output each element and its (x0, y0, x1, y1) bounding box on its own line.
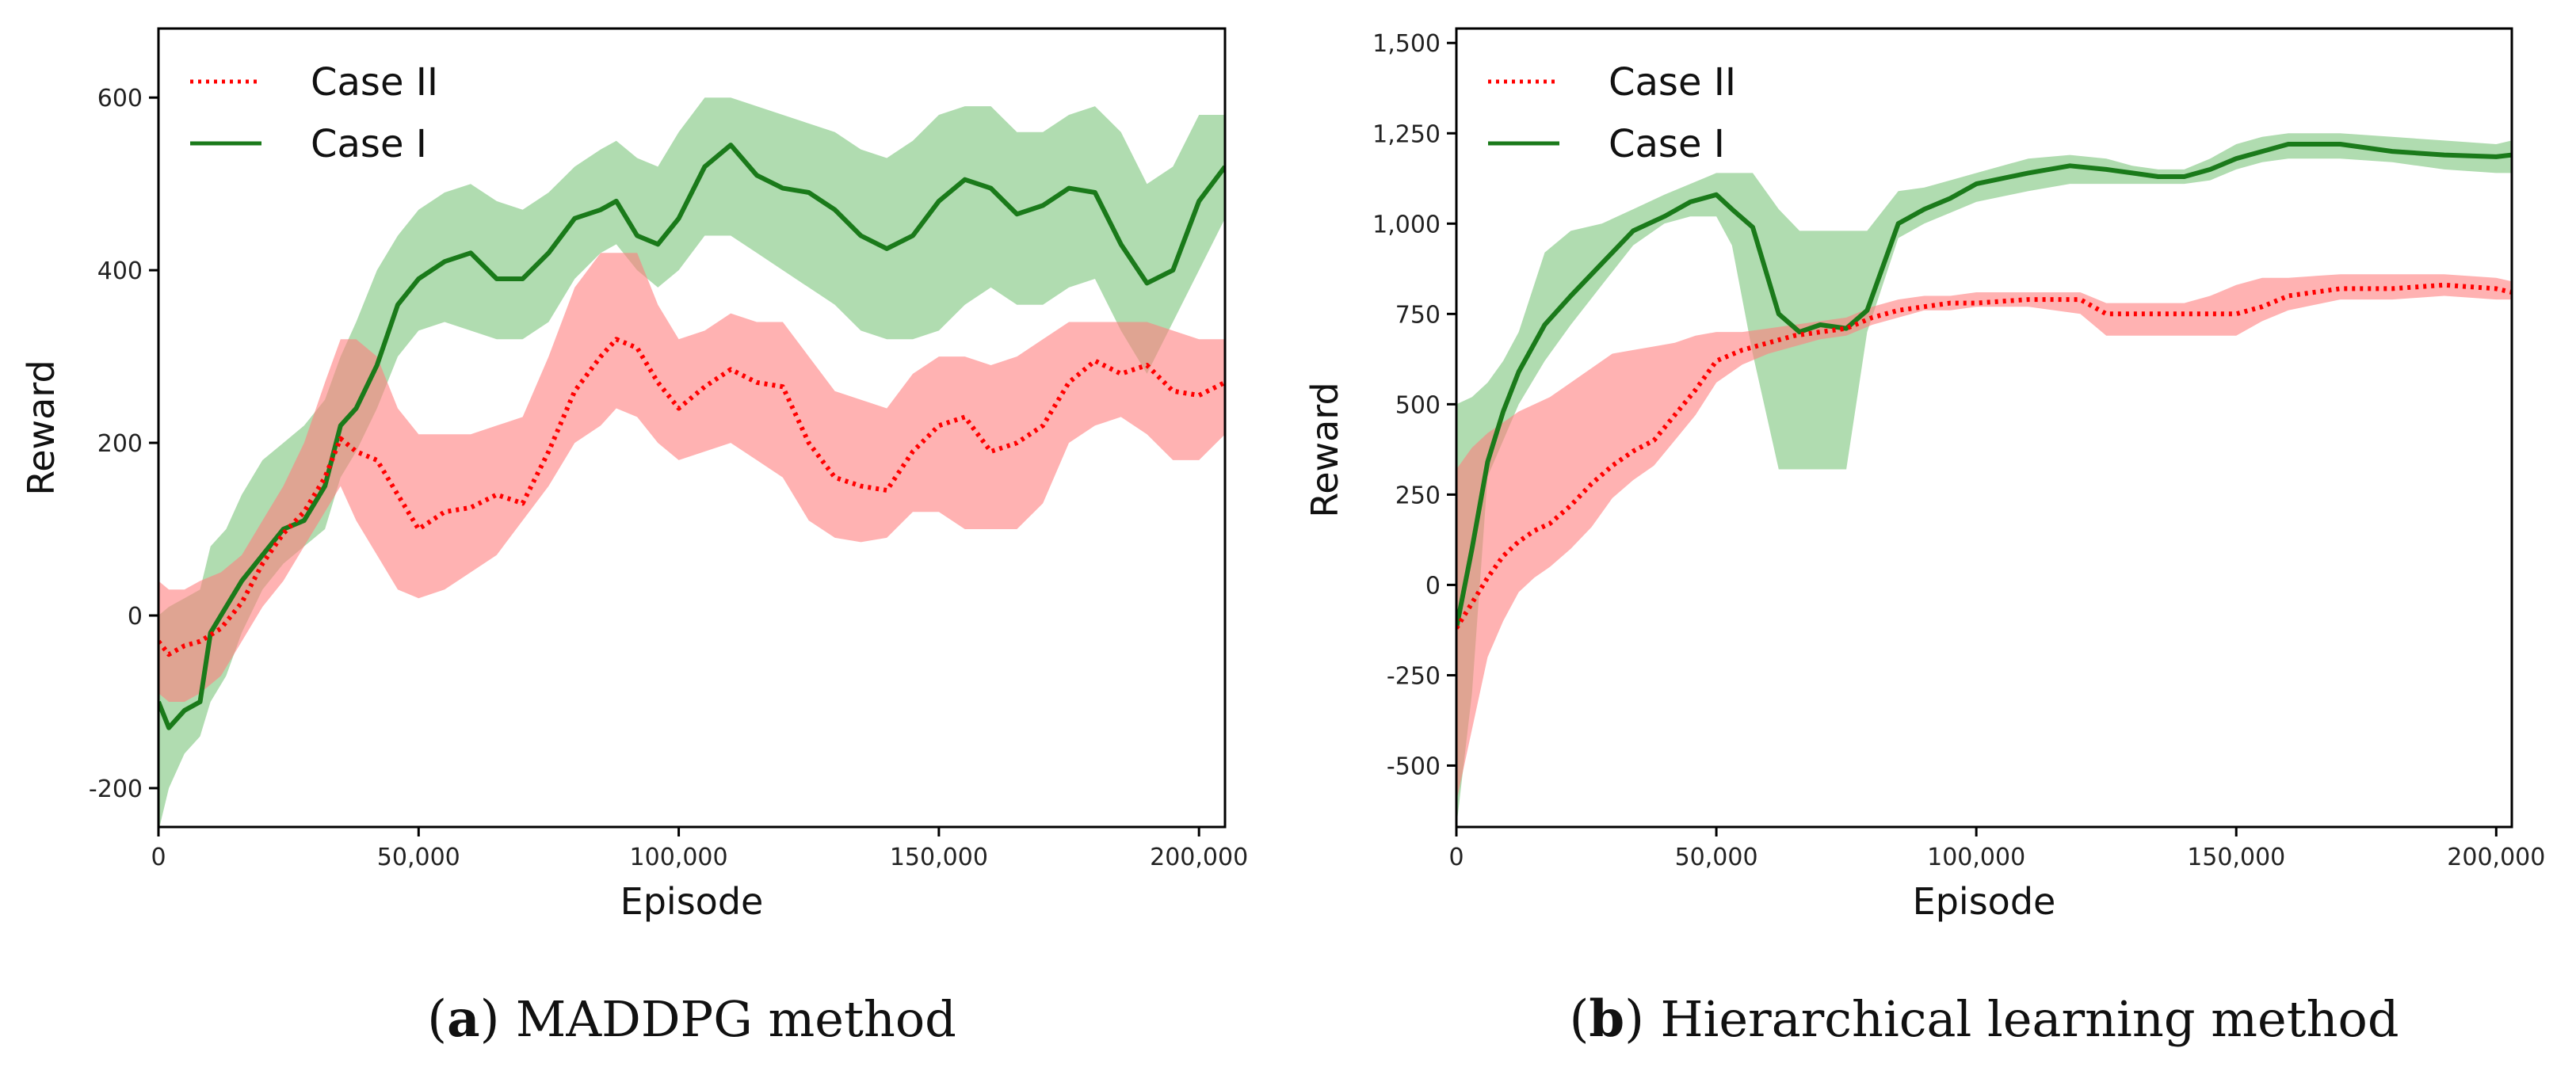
panel-a-bands (158, 97, 1225, 827)
panel-a-y-axis-label: Reward (20, 360, 63, 495)
panel-a-x-tick-label: 100,000 (630, 844, 728, 871)
panel-a-x-tick-label: 50,000 (377, 844, 460, 871)
panel-b-y-tick-label: 1,500 (1372, 30, 1441, 58)
panel-b-y-tick-label: 250 (1395, 482, 1441, 509)
panel-b-x-ticks: 0 50,000 100,000 150,000 200,000 (1448, 827, 2545, 871)
panel-b-x-tick-label: 100,000 (1927, 844, 2025, 871)
panel-a-caption: (a) MADDPG method (427, 989, 956, 1049)
svg-text:(a) MADDPG method: (a) MADDPG method (427, 989, 956, 1049)
panel-a-caption-text: MADDPG method (516, 990, 956, 1048)
panel-b-y-tick-label: 1,250 (1372, 120, 1441, 148)
panel-b-line-case2 (1456, 282, 2512, 630)
panel-b-bands (1456, 133, 2512, 827)
panel-b-y-tick-label: 750 (1395, 301, 1441, 329)
panel-a-lines (158, 143, 1225, 730)
panel-b-lines (1456, 142, 2512, 630)
panel-b-legend-case1-label: Case I (1609, 122, 1725, 166)
panel-a-y-tick-label: 0 (128, 603, 143, 631)
panel-a-legend-case2-label: Case II (311, 60, 438, 105)
panel-a-band-case1 (158, 97, 1225, 827)
panel-b-x-axis-label: Episode (1913, 880, 2056, 923)
panel-b: 0 50,000 100,000 150,000 200,000 -500 -250 0 25… (1303, 27, 2545, 1049)
svg-text:(b) Hierarchical learning meth: (b) Hierarchical learning method (1569, 989, 2399, 1049)
panel-a-y-tick-label: -200 (89, 775, 143, 803)
panel-b-x-tick-label: 200,000 (2447, 844, 2545, 871)
panel-a-x-tick-label: 150,000 (890, 844, 988, 871)
panel-a-y-tick-label: 200 (97, 430, 143, 458)
panel-b-caption-text: Hierarchical learning method (1660, 990, 2399, 1048)
panel-b-line-case1 (1456, 142, 2512, 629)
panel-a-x-tick-label: 0 (151, 844, 166, 871)
panel-b-legend: Case II Case I (1488, 60, 1736, 166)
panel-a: 0 50,000 100,000 150,000 200,000 -200 0 200 400… (20, 27, 1248, 1049)
panel-b-y-axis-label: Reward (1303, 382, 1346, 517)
panel-a-caption-open-paren: ( (427, 990, 447, 1049)
panel-b-y-tick-label: 500 (1395, 391, 1441, 419)
panel-b-x-tick-label: 50,000 (1675, 844, 1758, 871)
panel-a-y-ticks: -200 0 200 400 600 (89, 85, 158, 803)
panel-a-legend: Case II Case I (190, 60, 438, 166)
panel-b-x-tick-label: 0 (1448, 844, 1464, 871)
panel-b-caption-close-paren: ) (1624, 990, 1660, 1049)
panel-a-line-case1 (158, 143, 1225, 730)
panel-a-legend-case1-label: Case I (311, 122, 427, 166)
panel-b-y-tick-label: 0 (1425, 572, 1441, 600)
panel-a-x-axis-label: Episode (620, 880, 764, 923)
panel-b-y-ticks: -500 -250 0 250 500 750 1,000 1,250 1,500 (1372, 30, 1456, 780)
panel-b-y-tick-label: 1,000 (1372, 211, 1441, 238)
panel-b-plot-frame (1455, 27, 2513, 829)
panel-a-y-tick-label: 400 (97, 257, 143, 285)
panel-b-legend-case2-label: Case II (1609, 60, 1736, 105)
panel-a-band-case2 (158, 253, 1225, 702)
panel-a-plot-frame (157, 27, 1227, 829)
panel-b-band-case2 (1456, 274, 2512, 802)
panel-b-caption: (b) Hierarchical learning method (1569, 989, 2399, 1049)
panel-b-caption-letter: b (1589, 989, 1624, 1049)
panel-a-x-ticks: 0 50,000 100,000 150,000 200,000 (151, 827, 1248, 871)
panel-b-y-tick-label: -250 (1387, 662, 1441, 690)
panel-a-caption-close-paren: ) (480, 990, 516, 1049)
panel-a-caption-letter: a (447, 989, 479, 1049)
panel-b-y-tick-label: -500 (1387, 753, 1441, 780)
panel-b-x-tick-label: 150,000 (2187, 844, 2285, 871)
panel-b-caption-open-paren: ( (1569, 990, 1589, 1049)
panel-a-y-tick-label: 600 (97, 85, 143, 112)
panel-a-x-tick-label: 200,000 (1150, 844, 1248, 871)
